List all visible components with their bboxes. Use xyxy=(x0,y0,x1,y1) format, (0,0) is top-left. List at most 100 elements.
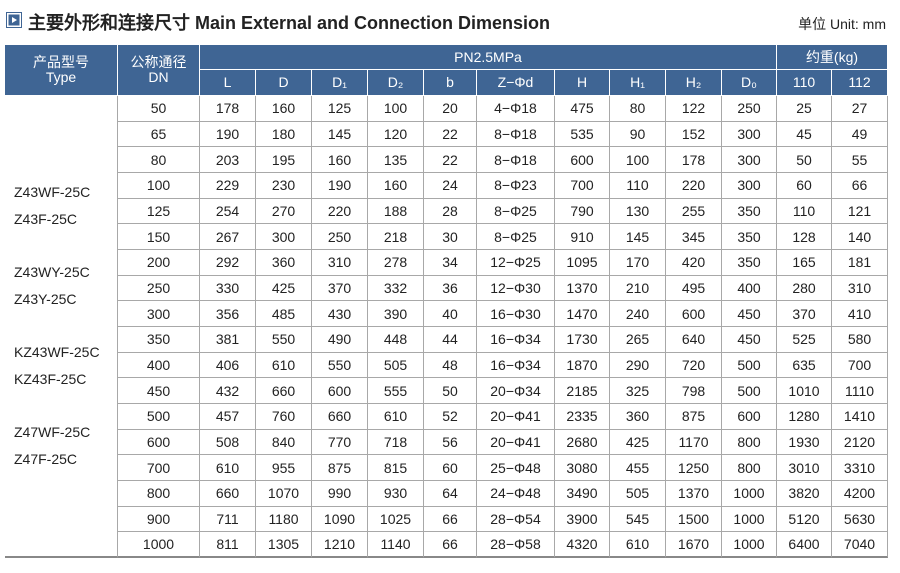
pressure-header: PN2.5MPa xyxy=(200,45,777,70)
cell: 16−Φ30 xyxy=(477,301,555,327)
cell: 30 xyxy=(424,224,477,250)
cell: 1025 xyxy=(368,506,424,533)
cell: 160 xyxy=(368,173,424,199)
cell: 508 xyxy=(200,429,256,456)
cell: 180 xyxy=(256,121,312,148)
cell: 345 xyxy=(666,224,722,250)
cell: 300 xyxy=(722,173,777,199)
cell: 45 xyxy=(777,121,832,148)
cell: 24 xyxy=(424,173,477,199)
cell: 60 xyxy=(777,173,832,199)
cell: 1000 xyxy=(118,532,200,558)
cell: 800 xyxy=(722,455,777,481)
cell: 300 xyxy=(118,301,200,327)
cell: 16−Φ34 xyxy=(477,352,555,379)
cell: 495 xyxy=(666,275,722,302)
cell: 840 xyxy=(256,429,312,456)
cell: 2185 xyxy=(555,378,610,404)
type-label: Z43WF-25C xyxy=(14,184,91,200)
cell: 20 xyxy=(424,96,477,122)
cell: 310 xyxy=(832,275,888,302)
cell: 50 xyxy=(777,147,832,173)
cell: 356 xyxy=(200,301,256,327)
cell: 610 xyxy=(368,404,424,430)
cell: 425 xyxy=(610,429,666,456)
cell: 121 xyxy=(832,198,888,225)
cell: 1000 xyxy=(722,506,777,533)
cell: 190 xyxy=(200,121,256,148)
cell: 1210 xyxy=(312,532,368,558)
cell: 3490 xyxy=(555,481,610,507)
cell: 8−Φ18 xyxy=(477,147,555,173)
cell: 1000 xyxy=(722,532,777,558)
cell: 20−Φ41 xyxy=(477,429,555,456)
cell: 165 xyxy=(777,250,832,276)
cell: 66 xyxy=(424,532,477,558)
cell: 188 xyxy=(368,198,424,225)
cell: 34 xyxy=(424,250,477,276)
cell: 635 xyxy=(777,352,832,379)
column-header: H xyxy=(555,70,610,96)
header-line: DN xyxy=(148,69,169,85)
cell: 254 xyxy=(200,198,256,225)
cell: 1305 xyxy=(256,532,312,558)
cell: 3080 xyxy=(555,455,610,481)
cell: 1140 xyxy=(368,532,424,558)
cell: 300 xyxy=(722,147,777,173)
cell: 220 xyxy=(312,198,368,225)
header-line: 产品型号 xyxy=(33,54,89,70)
cell: 432 xyxy=(200,378,256,404)
cell: 135 xyxy=(368,147,424,173)
dn-header: 公称通径 DN xyxy=(118,45,200,96)
cell: 160 xyxy=(256,96,312,122)
cell: 500 xyxy=(722,378,777,404)
cell: 190 xyxy=(312,173,368,199)
cell: 370 xyxy=(777,301,832,327)
cell: 100 xyxy=(610,147,666,173)
type-label: KZ43WF-25C xyxy=(14,344,100,360)
cell: 50 xyxy=(424,378,477,404)
cell: 770 xyxy=(312,429,368,456)
cell: 220 xyxy=(666,173,722,199)
cell: 910 xyxy=(555,224,610,250)
cell: 325 xyxy=(610,378,666,404)
cell: 660 xyxy=(256,378,312,404)
cell: 700 xyxy=(555,173,610,199)
cell: 600 xyxy=(666,301,722,327)
cell: 500 xyxy=(722,352,777,379)
cell: 1180 xyxy=(256,506,312,533)
cell: 400 xyxy=(118,352,200,379)
cell: 505 xyxy=(368,352,424,379)
cell: 7040 xyxy=(832,532,888,558)
cell: 25−Φ48 xyxy=(477,455,555,481)
cell: 20−Φ41 xyxy=(477,404,555,430)
cell: 450 xyxy=(722,327,777,353)
cell: 22 xyxy=(424,121,477,148)
cell: 122 xyxy=(666,96,722,122)
cell: 600 xyxy=(118,429,200,456)
cell: 1280 xyxy=(777,404,832,430)
cell: 800 xyxy=(118,481,200,507)
cell: 330 xyxy=(200,275,256,302)
cell: 332 xyxy=(368,275,424,302)
cell: 3900 xyxy=(555,506,610,533)
column-header: Z−Φd xyxy=(477,70,555,96)
cell: 12−Φ30 xyxy=(477,275,555,302)
cell: 200 xyxy=(118,250,200,276)
type-cell xyxy=(5,96,118,558)
cell: 790 xyxy=(555,198,610,225)
cell: 2680 xyxy=(555,429,610,456)
cell: 64 xyxy=(424,481,477,507)
cell: 1730 xyxy=(555,327,610,353)
cell: 350 xyxy=(118,327,200,353)
cell: 145 xyxy=(610,224,666,250)
cell: 125 xyxy=(118,198,200,225)
cell: 28−Φ54 xyxy=(477,506,555,533)
cell: 660 xyxy=(200,481,256,507)
cell: 410 xyxy=(832,301,888,327)
column-header: H₁ xyxy=(610,70,666,96)
cell: 760 xyxy=(256,404,312,430)
cell: 65 xyxy=(118,121,200,148)
cell: 230 xyxy=(256,173,312,199)
